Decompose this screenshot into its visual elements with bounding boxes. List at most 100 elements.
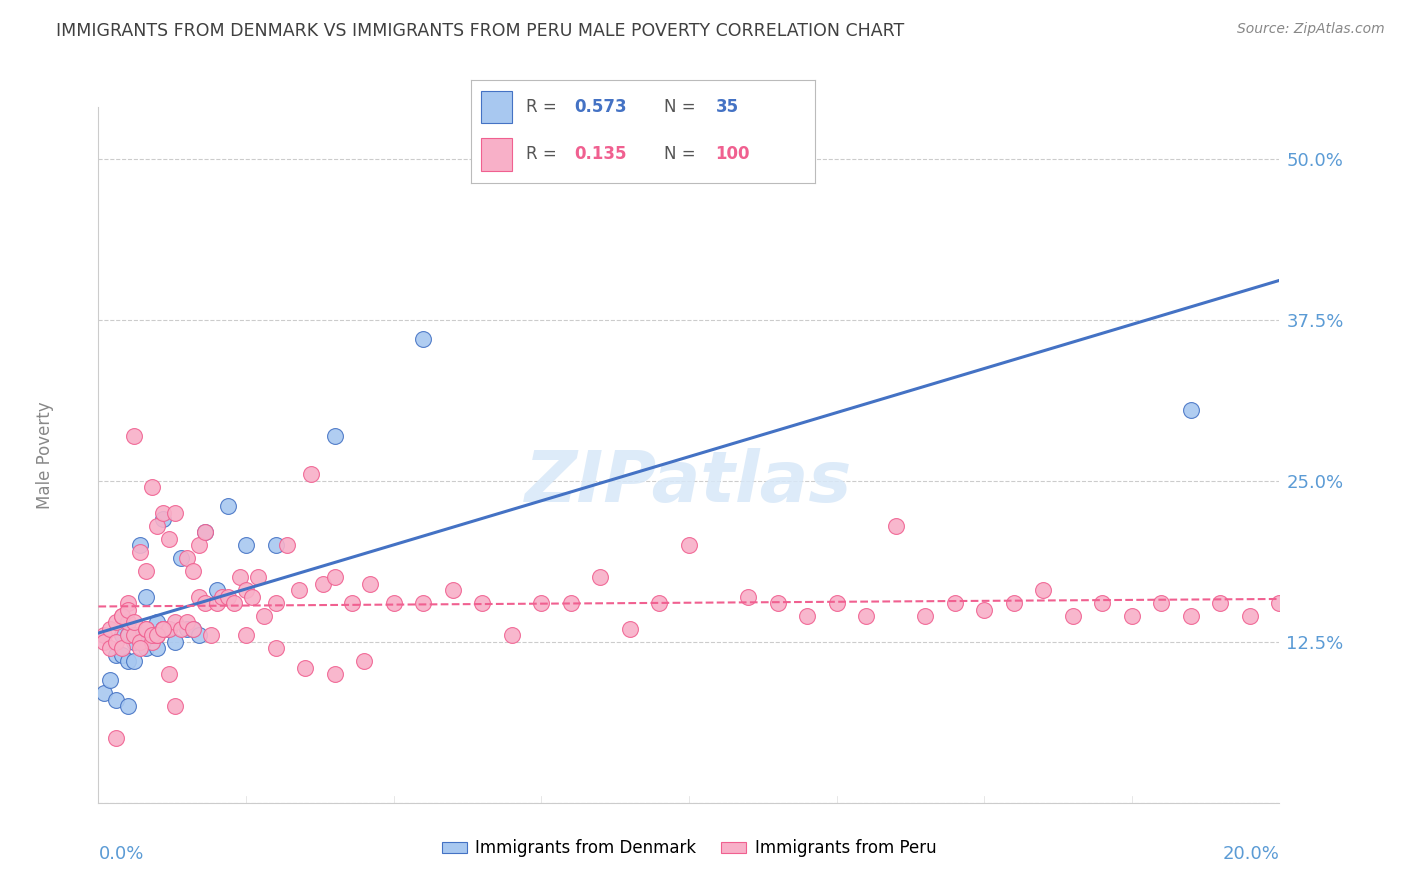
Point — [194, 596, 217, 610]
Point — [146, 518, 169, 533]
Point — [211, 590, 233, 604]
Point — [170, 551, 193, 566]
Point — [1150, 596, 1173, 610]
Point — [240, 590, 263, 604]
Point — [135, 564, 157, 578]
Text: 35: 35 — [716, 98, 738, 116]
Point — [176, 551, 198, 566]
Text: N =: N = — [664, 145, 700, 163]
Point — [152, 512, 174, 526]
Point — [135, 590, 157, 604]
Point — [165, 634, 187, 648]
Point — [323, 428, 346, 442]
Point — [560, 596, 582, 610]
Point — [93, 686, 115, 700]
Point — [128, 544, 150, 558]
Point — [264, 538, 287, 552]
Point — [1180, 402, 1202, 417]
Point — [157, 622, 180, 636]
Point — [146, 628, 169, 642]
Point — [766, 596, 789, 610]
Point — [117, 628, 139, 642]
Point — [122, 615, 145, 630]
Point — [111, 641, 134, 656]
Point — [152, 506, 174, 520]
Point — [235, 538, 257, 552]
Point — [135, 622, 157, 636]
Point — [128, 634, 150, 648]
Point — [93, 628, 115, 642]
Point — [128, 628, 150, 642]
Point — [111, 628, 134, 642]
Text: R =: R = — [526, 145, 562, 163]
Point — [796, 609, 818, 624]
Point — [157, 622, 180, 636]
Point — [648, 596, 671, 610]
Point — [187, 590, 209, 604]
Point — [299, 467, 322, 482]
Point — [412, 596, 434, 610]
Point — [1121, 609, 1143, 624]
Point — [501, 628, 523, 642]
Text: 0.135: 0.135 — [575, 145, 627, 163]
Point — [141, 628, 163, 642]
Point — [194, 525, 217, 540]
Point — [264, 596, 287, 610]
Point — [128, 641, 150, 656]
Point — [288, 583, 311, 598]
Point — [589, 570, 612, 584]
Point — [471, 596, 494, 610]
Point — [194, 525, 217, 540]
Point — [205, 596, 228, 610]
Point — [1180, 609, 1202, 624]
Point — [105, 648, 128, 662]
Text: 100: 100 — [716, 145, 749, 163]
Point — [157, 667, 180, 681]
Point — [530, 596, 553, 610]
Point — [181, 622, 204, 636]
Point — [122, 634, 145, 648]
Point — [1002, 596, 1025, 610]
Point — [382, 596, 405, 610]
Point — [122, 428, 145, 442]
Point — [111, 609, 134, 624]
Point — [914, 609, 936, 624]
Point — [98, 641, 121, 656]
Point — [98, 622, 121, 636]
Point — [122, 628, 145, 642]
Text: ZIPatlas: ZIPatlas — [526, 449, 852, 517]
Point — [855, 609, 877, 624]
Text: Male Poverty: Male Poverty — [37, 401, 55, 508]
Point — [353, 654, 375, 668]
Point — [152, 622, 174, 636]
Bar — [481, 137, 512, 170]
Point — [943, 596, 966, 610]
Point — [973, 602, 995, 616]
Point — [825, 596, 848, 610]
Point — [200, 628, 222, 642]
Point — [111, 648, 134, 662]
Point — [128, 538, 150, 552]
Point — [146, 615, 169, 630]
Point — [157, 532, 180, 546]
Point — [235, 583, 257, 598]
Point — [117, 699, 139, 714]
Point — [165, 615, 187, 630]
Text: N =: N = — [664, 98, 700, 116]
Point — [181, 564, 204, 578]
Point — [152, 622, 174, 636]
Point — [105, 634, 128, 648]
Point — [165, 506, 187, 520]
Point — [678, 538, 700, 552]
Point — [146, 641, 169, 656]
Point — [1032, 583, 1054, 598]
Point — [737, 590, 759, 604]
Point — [117, 654, 139, 668]
Point — [141, 634, 163, 648]
Point — [146, 628, 169, 642]
Point — [141, 634, 163, 648]
Point — [165, 699, 187, 714]
Point — [323, 667, 346, 681]
Point — [205, 583, 228, 598]
Point — [181, 622, 204, 636]
